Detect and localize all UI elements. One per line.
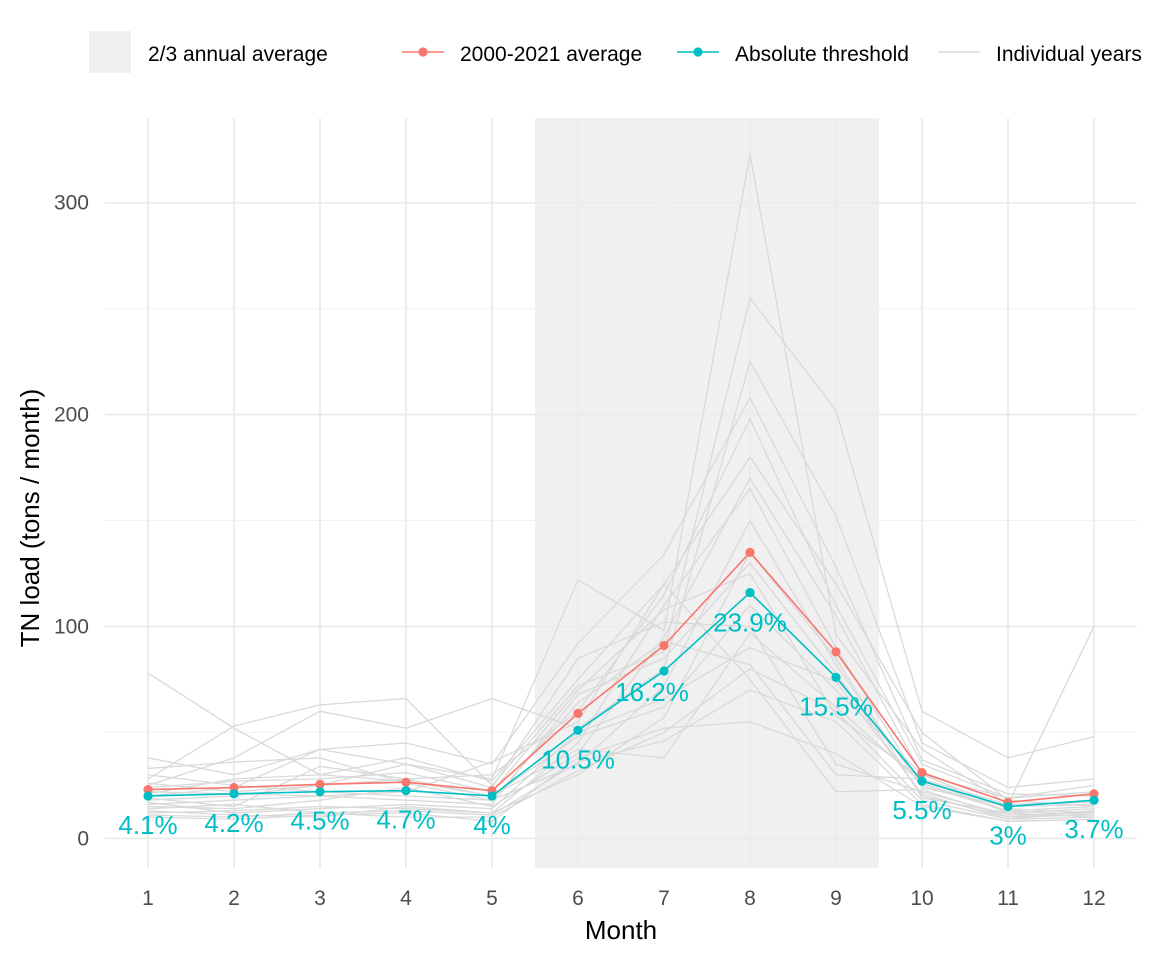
x-tick-label: 9 (830, 887, 842, 910)
legend-label: Individual years (996, 43, 1142, 66)
x-tick-label: 1 (142, 887, 154, 910)
individual-year-line (147, 296, 1095, 787)
series-point (573, 725, 583, 735)
threshold-percent-label: 3% (989, 821, 1027, 851)
x-tick-label: 4 (400, 887, 412, 910)
individual-year-line (147, 487, 1095, 816)
x-tick-label: 3 (314, 887, 326, 910)
highlight-band-layer (535, 118, 879, 868)
series-point (315, 787, 325, 797)
series-point (1089, 789, 1099, 799)
individual-year-line (147, 476, 1095, 814)
x-tick-label: 6 (572, 887, 584, 910)
x-tick-label: 8 (744, 887, 756, 910)
x-tick-label: 5 (486, 887, 498, 910)
x-axis-title: Month (585, 915, 657, 945)
individual-year-line (147, 689, 1095, 823)
series-point (573, 708, 583, 718)
threshold-percent-label: 4.5% (290, 806, 349, 836)
series-point (143, 785, 153, 795)
threshold-percent-label: 5.5% (892, 795, 951, 825)
individual-years-layer (147, 153, 1095, 823)
individual-year-line (147, 396, 1095, 797)
individual-year-line (147, 519, 1095, 808)
x-tick-label: 2 (228, 887, 240, 910)
threshold-percent-label: 4% (473, 810, 511, 840)
series-layer (143, 547, 1099, 812)
series-point (1003, 801, 1013, 812)
threshold-percent-label: 4.2% (204, 808, 263, 838)
individual-year-line (147, 153, 1095, 806)
series-point (143, 791, 153, 801)
series-point (659, 640, 669, 651)
series-point (831, 647, 841, 657)
highlight-band (535, 118, 879, 868)
y-tick-label: 300 (54, 192, 89, 215)
legend-key-point (693, 47, 703, 57)
y-tick-label: 200 (54, 404, 89, 427)
individual-year-line (147, 640, 1095, 806)
individual-year-line (147, 631, 1095, 812)
series-point (229, 789, 239, 799)
legend-key-point (418, 47, 428, 57)
individual-year-line (147, 359, 1095, 789)
series-point (917, 776, 927, 786)
individual-year-line (147, 551, 1095, 818)
x-tick-label: 11 (997, 887, 1019, 910)
series-point (229, 782, 239, 793)
series-point (1089, 795, 1099, 805)
series-line (147, 551, 1095, 804)
individual-year-line (147, 583, 1095, 818)
threshold-percent-label: 4.7% (376, 805, 435, 835)
legend-label: 2/3 annual average (148, 43, 328, 66)
y-axis-title: TN load (tons / month) (15, 389, 45, 648)
x-tick-label: 12 (1082, 887, 1105, 910)
x-tick-label: 7 (658, 887, 670, 910)
threshold-percent-label: 23.9% (713, 608, 787, 638)
threshold-percent-label: 16.2% (615, 677, 689, 707)
legend-key-band (89, 31, 131, 73)
threshold-percent-label: 3.7% (1064, 814, 1123, 844)
individual-year-line (147, 621, 1095, 816)
series-point (745, 547, 755, 557)
series-point (831, 672, 841, 682)
individual-year-line (147, 455, 1095, 808)
y-tick-label: 100 (54, 615, 89, 638)
threshold-percent-label: 15.5% (799, 691, 873, 721)
individual-year-line (147, 721, 1095, 823)
legend-label: 2000-2021 average (460, 43, 642, 66)
x-tick-label: 10 (910, 887, 933, 910)
series-point (315, 779, 325, 789)
series-point (401, 777, 411, 787)
series-point (487, 791, 497, 801)
threshold-percent-label: 10.5% (541, 744, 615, 774)
series-point (401, 786, 411, 796)
legend: 2/3 annual average 2000-2021 average Absol… (89, 31, 1142, 73)
percent-labels-layer: 4.1% 4.2% 4.5% 4.7% 4% 10.5% 16.2% 23.9% 15.5% 5.… (118, 608, 1123, 851)
legend-label: Absolute threshold (735, 43, 909, 66)
individual-year-line (147, 604, 1095, 799)
individual-year-line (147, 561, 1095, 818)
threshold-percent-label: 4.1% (118, 810, 177, 840)
series-point (917, 768, 927, 778)
y-tick-label: 0 (77, 827, 89, 850)
series-point (745, 587, 755, 598)
individual-year-line (147, 646, 1095, 820)
series-line (147, 591, 1095, 808)
series-point (659, 666, 669, 676)
